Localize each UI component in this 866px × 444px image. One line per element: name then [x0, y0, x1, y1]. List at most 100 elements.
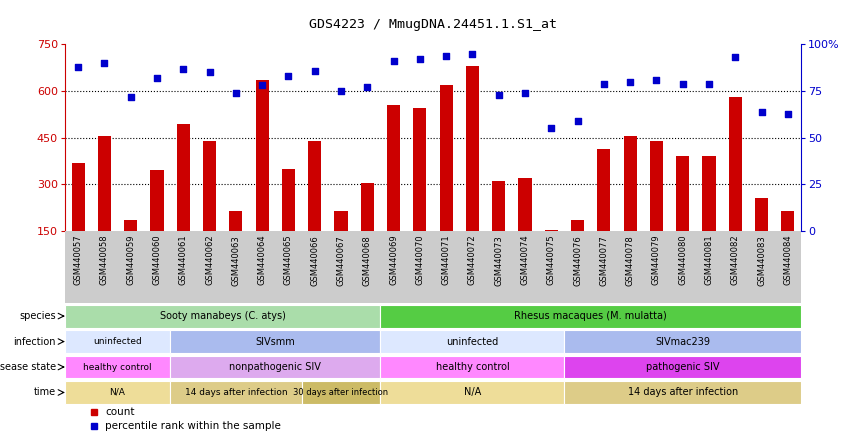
- Bar: [65, 356, 170, 378]
- Bar: [72, 163, 85, 231]
- Bar: [624, 136, 637, 231]
- Point: [702, 80, 716, 87]
- Bar: [565, 356, 801, 378]
- Bar: [170, 381, 301, 404]
- Point: [571, 117, 585, 124]
- Point: [597, 80, 611, 87]
- Text: Sooty manabeys (C. atys): Sooty manabeys (C. atys): [159, 311, 286, 321]
- Point: [229, 89, 242, 96]
- Bar: [440, 85, 453, 231]
- Point: [255, 82, 269, 89]
- Text: GSM440063: GSM440063: [231, 235, 241, 285]
- Bar: [492, 181, 505, 231]
- Bar: [519, 178, 532, 231]
- Text: nonpathogenic SIV: nonpathogenic SIV: [229, 362, 321, 372]
- Point: [754, 108, 768, 115]
- Text: disease state: disease state: [0, 362, 56, 372]
- Bar: [170, 330, 380, 353]
- Bar: [676, 156, 689, 231]
- Text: GSM440081: GSM440081: [705, 235, 714, 285]
- Bar: [729, 97, 742, 231]
- Point: [466, 50, 480, 57]
- Bar: [565, 330, 801, 353]
- Point: [728, 54, 742, 61]
- Text: GSM440083: GSM440083: [757, 235, 766, 285]
- Point: [177, 65, 191, 72]
- Text: SIVmac239: SIVmac239: [656, 337, 710, 346]
- Text: GSM440064: GSM440064: [257, 235, 267, 285]
- Text: GSM440061: GSM440061: [178, 235, 188, 285]
- Text: N/A: N/A: [110, 388, 126, 397]
- Bar: [650, 141, 663, 231]
- Text: healthy control: healthy control: [83, 362, 152, 372]
- Text: infection: infection: [14, 337, 56, 346]
- Bar: [229, 211, 242, 231]
- Bar: [98, 136, 111, 231]
- Point: [781, 110, 795, 117]
- Text: uninfected: uninfected: [94, 337, 142, 346]
- Bar: [281, 169, 295, 231]
- Point: [675, 80, 689, 87]
- Text: GSM440066: GSM440066: [310, 235, 320, 285]
- Text: SIVsmm: SIVsmm: [255, 337, 295, 346]
- Text: GSM440074: GSM440074: [520, 235, 529, 285]
- Text: GSM440071: GSM440071: [442, 235, 450, 285]
- Text: GSM440084: GSM440084: [784, 235, 792, 285]
- Bar: [413, 108, 426, 231]
- Text: GSM440077: GSM440077: [599, 235, 609, 285]
- Text: GDS4223 / MmugDNA.24451.1.S1_at: GDS4223 / MmugDNA.24451.1.S1_at: [309, 18, 557, 31]
- Text: GSM440080: GSM440080: [678, 235, 688, 285]
- Bar: [702, 156, 715, 231]
- Bar: [466, 66, 479, 231]
- Bar: [781, 211, 794, 231]
- Point: [386, 58, 400, 65]
- Bar: [380, 330, 565, 353]
- Text: uninfected: uninfected: [446, 337, 499, 346]
- Text: GSM440079: GSM440079: [652, 235, 661, 285]
- Text: GSM440076: GSM440076: [573, 235, 582, 285]
- Bar: [203, 141, 216, 231]
- Point: [492, 91, 506, 99]
- Text: 30 days after infection: 30 days after infection: [294, 388, 389, 397]
- Bar: [170, 356, 380, 378]
- Bar: [151, 170, 164, 231]
- Bar: [545, 230, 558, 231]
- Point: [360, 84, 374, 91]
- Text: GSM440065: GSM440065: [284, 235, 293, 285]
- Text: GSM440062: GSM440062: [205, 235, 214, 285]
- Point: [307, 67, 321, 74]
- Bar: [755, 198, 768, 231]
- Text: GSM440070: GSM440070: [416, 235, 424, 285]
- Point: [624, 78, 637, 85]
- Text: GSM440075: GSM440075: [546, 235, 556, 285]
- Text: GSM440067: GSM440067: [337, 235, 346, 285]
- Point: [150, 75, 164, 82]
- Bar: [380, 305, 801, 328]
- Text: GSM440073: GSM440073: [494, 235, 503, 285]
- Text: percentile rank within the sample: percentile rank within the sample: [106, 420, 281, 431]
- Text: GSM440069: GSM440069: [389, 235, 398, 285]
- Text: species: species: [20, 311, 56, 321]
- Text: N/A: N/A: [464, 388, 481, 397]
- Text: Rhesus macaques (M. mulatta): Rhesus macaques (M. mulatta): [514, 311, 667, 321]
- Text: GSM440058: GSM440058: [100, 235, 109, 285]
- Bar: [387, 105, 400, 231]
- Text: GSM440072: GSM440072: [468, 235, 477, 285]
- Bar: [255, 80, 268, 231]
- Text: healthy control: healthy control: [436, 362, 509, 372]
- Bar: [571, 220, 585, 231]
- Point: [98, 59, 112, 67]
- Bar: [301, 381, 380, 404]
- Point: [71, 63, 85, 70]
- Bar: [65, 381, 170, 404]
- Bar: [565, 381, 801, 404]
- Bar: [65, 305, 380, 328]
- Text: GSM440068: GSM440068: [363, 235, 372, 285]
- Text: GSM440059: GSM440059: [126, 235, 135, 285]
- Text: count: count: [106, 407, 135, 416]
- Point: [203, 69, 216, 76]
- Point: [413, 56, 427, 63]
- Bar: [380, 381, 565, 404]
- Point: [545, 125, 559, 132]
- Bar: [380, 356, 565, 378]
